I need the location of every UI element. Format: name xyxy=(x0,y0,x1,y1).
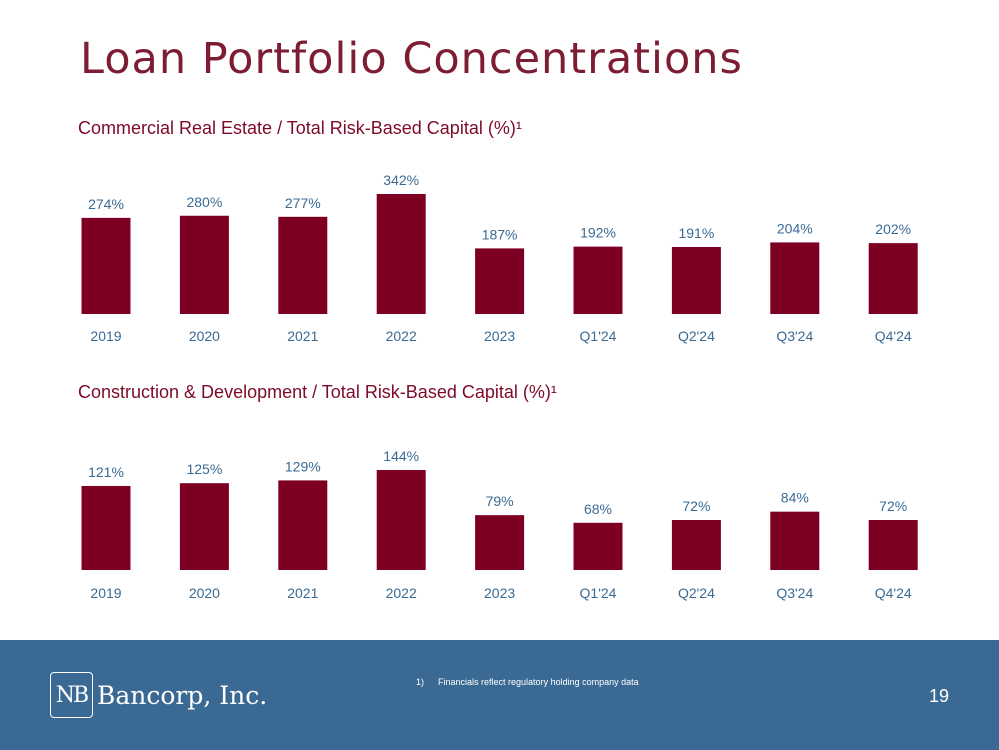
cre-category-label-4: 2023 xyxy=(484,328,515,344)
company-name: Bancorp, Inc. xyxy=(97,680,268,710)
page-number: 19 xyxy=(929,686,950,706)
cre-data-label-4: 187% xyxy=(482,226,518,242)
cre-bar-1 xyxy=(179,215,229,314)
cre-bar-0 xyxy=(81,217,131,314)
cd-data-label-0: 121% xyxy=(88,464,124,480)
cd-data-label-5: 68% xyxy=(584,501,612,517)
cre-data-label-5: 192% xyxy=(580,225,616,241)
cd-bar-chart: 121% 2019 125% 2020 129% 2021 144% 2022 79% 2023 6… xyxy=(81,448,918,601)
cd-category-label-5: Q1'24 xyxy=(580,585,617,601)
cd-category-label-1: 2020 xyxy=(189,585,220,601)
cd-chart-title: Construction & Development / Total Risk-… xyxy=(78,382,557,402)
cd-category-label-8: Q4'24 xyxy=(875,585,912,601)
cd-category-label-4: 2023 xyxy=(484,585,515,601)
cd-data-label-7: 84% xyxy=(781,490,809,506)
cd-data-label-3: 144% xyxy=(383,448,419,464)
cre-bar-2 xyxy=(278,216,328,314)
cd-data-label-1: 125% xyxy=(186,461,222,477)
cre-category-label-5: Q1'24 xyxy=(580,328,617,344)
cd-bar-4 xyxy=(475,515,525,570)
cre-bar-8 xyxy=(868,243,918,314)
footnote-text: Financials reflect regulatory holding co… xyxy=(438,677,639,687)
cre-category-label-1: 2020 xyxy=(189,328,220,344)
cd-category-label-7: Q3'24 xyxy=(776,585,813,601)
cd-data-label-2: 129% xyxy=(285,458,321,474)
cre-category-label-8: Q4'24 xyxy=(875,328,912,344)
cd-bar-3 xyxy=(376,470,426,570)
footnote-number: 1) xyxy=(416,677,425,687)
page-title: Loan Portfolio Concentrations xyxy=(80,34,743,84)
company-logo: NB Bancorp, Inc. xyxy=(50,670,267,720)
cd-bar-7 xyxy=(770,511,820,570)
cre-bar-7 xyxy=(770,242,820,314)
cre-data-label-2: 277% xyxy=(285,195,321,211)
cd-bar-8 xyxy=(868,520,918,570)
cd-category-label-3: 2022 xyxy=(386,585,417,601)
cre-data-label-7: 204% xyxy=(777,220,813,236)
cre-data-label-8: 202% xyxy=(875,221,911,237)
footer-bar: NB Bancorp, Inc. 1) Financials reflect re… xyxy=(0,640,999,750)
cd-data-label-6: 72% xyxy=(682,498,710,514)
cre-bar-3 xyxy=(376,194,426,314)
cd-bar-2 xyxy=(278,480,328,570)
cre-category-label-2: 2021 xyxy=(287,328,318,344)
cd-category-label-0: 2019 xyxy=(90,585,121,601)
cre-bar-4 xyxy=(475,248,525,314)
cre-data-label-6: 191% xyxy=(678,225,714,241)
cre-data-label-0: 274% xyxy=(88,196,124,212)
cd-data-label-4: 79% xyxy=(486,493,514,509)
cre-category-label-3: 2022 xyxy=(386,328,417,344)
cd-category-label-6: Q2'24 xyxy=(678,585,715,601)
cre-chart-title: Commercial Real Estate / Total Risk-Base… xyxy=(78,118,522,138)
cre-data-label-3: 342% xyxy=(383,172,419,188)
cre-bar-5 xyxy=(573,246,623,314)
cre-bar-6 xyxy=(671,246,721,314)
cd-bar-1 xyxy=(179,483,229,570)
cre-category-label-7: Q3'24 xyxy=(776,328,813,344)
cd-bar-6 xyxy=(671,520,721,570)
cd-category-label-2: 2021 xyxy=(287,585,318,601)
cd-bar-5 xyxy=(573,522,623,570)
cd-bar-0 xyxy=(81,485,131,570)
cre-bar-chart: 274% 2019 280% 2020 277% 2021 342% 2022 187% 2023… xyxy=(81,172,918,344)
cre-category-label-6: Q2'24 xyxy=(678,328,715,344)
cre-category-label-0: 2019 xyxy=(90,328,121,344)
cre-data-label-1: 280% xyxy=(186,194,222,210)
logo-mark: NB xyxy=(50,672,93,718)
footnote: 1) Financials reflect regulatory holding … xyxy=(416,677,639,687)
cd-data-label-8: 72% xyxy=(879,498,907,514)
